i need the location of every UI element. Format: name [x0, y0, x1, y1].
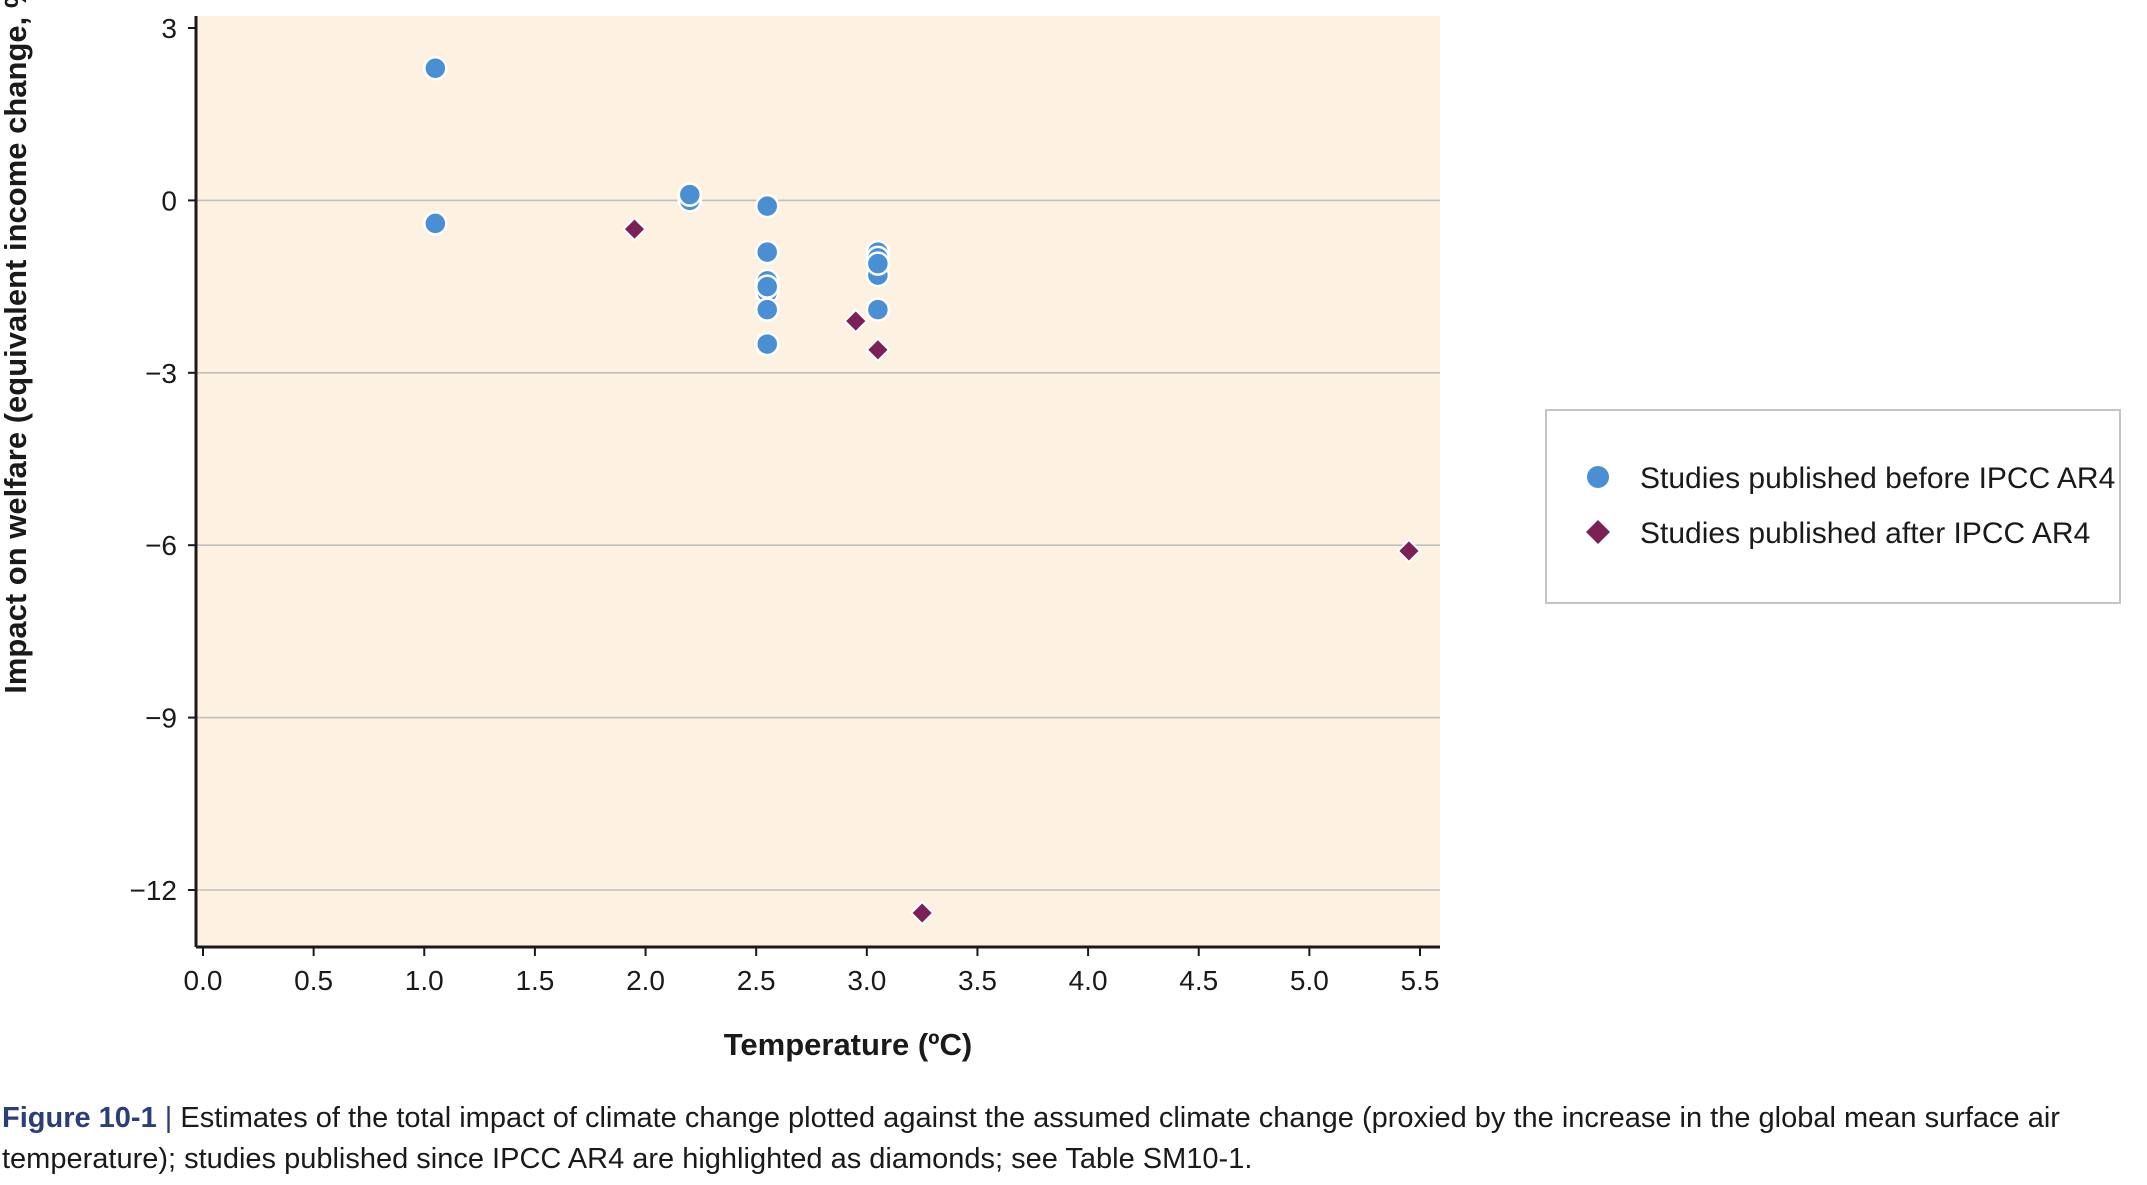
data-point-before-ar4 [423, 55, 448, 81]
y-tick-label: −6 [145, 530, 177, 561]
tick-labels: 3 0 −3 −6 −9 −12 0.0 0.5 1.0 1.5 2.0 2.5 3.0 3.5 4.0 4.… [130, 13, 1440, 996]
caption-separator: | [156, 1102, 181, 1134]
x-tick-label: 5.0 [1290, 965, 1329, 996]
data-point-after-ar4 [865, 337, 891, 363]
x-tick-label: 3.0 [847, 965, 886, 996]
data-point-before-ar4 [754, 297, 780, 322]
data-point-before-ar4 [423, 211, 448, 236]
data-point-after-ar4 [622, 216, 647, 242]
plot-background [196, 16, 1440, 947]
legend-label-before-ar4: Studies published before IPCC AR4 [1640, 462, 2115, 495]
data-point-after-ar4 [1396, 538, 1422, 564]
x-tick-label: 3.5 [958, 965, 997, 996]
x-tick-label: 5.5 [1401, 965, 1440, 996]
data-point-after-ar4 [909, 900, 935, 926]
data-point-before-ar4 [677, 182, 703, 207]
data-point-before-ar4 [865, 251, 891, 276]
data-point-before-ar4 [754, 331, 780, 357]
y-tick-label: −3 [145, 358, 177, 389]
x-axis-title: Temperature (ºC) [724, 1027, 972, 1062]
data-point-before-ar4 [754, 193, 780, 219]
scatter-chart: 3 0 −3 −6 −9 −12 0.0 0.5 1.0 1.5 2.0 2.5 3.0 3.5 4.0 4.… [0, 0, 2121, 1062]
gridlines [188, 27, 1440, 956]
data-point-before-ar4 [754, 239, 780, 265]
caption-label: Figure 10-1 [2, 1102, 157, 1134]
x-tick-label: 4.5 [1179, 965, 1218, 996]
axes [194, 16, 1440, 949]
x-tick-label: 2.5 [737, 965, 776, 996]
y-tick-label: −12 [130, 875, 178, 906]
x-tick-label: 0.0 [184, 965, 223, 996]
legend-marker-circle [1587, 466, 1609, 488]
x-tick-label: 4.0 [1069, 965, 1108, 996]
y-tick-label: −9 [145, 703, 177, 734]
data-point-before-ar4 [865, 297, 891, 322]
y-tick-label: 0 [161, 185, 177, 216]
data-point-before-ar4 [754, 274, 780, 299]
figure-caption: Figure 10-1 | Estimates of the total imp… [2, 1098, 2142, 1180]
y-axis-title: Impact on welfare (equivalent income cha… [0, 0, 33, 694]
data-point-after-ar4 [843, 308, 869, 334]
caption-text: Estimates of the total impact of climate… [2, 1102, 2060, 1175]
x-tick-label: 2.0 [626, 965, 665, 996]
data-points [423, 55, 1422, 926]
legend: Studies published before IPCC AR4 Studie… [1545, 409, 2121, 604]
x-tick-label: 1.0 [405, 965, 444, 996]
y-tick-label: 3 [161, 13, 177, 44]
legend-label-after-ar4: Studies published after IPCC AR4 [1640, 517, 2090, 550]
x-tick-label: 1.5 [515, 965, 554, 996]
legend-box [1545, 409, 2121, 604]
x-tick-label: 0.5 [294, 965, 333, 996]
legend-marker-diamond [1586, 520, 1610, 544]
